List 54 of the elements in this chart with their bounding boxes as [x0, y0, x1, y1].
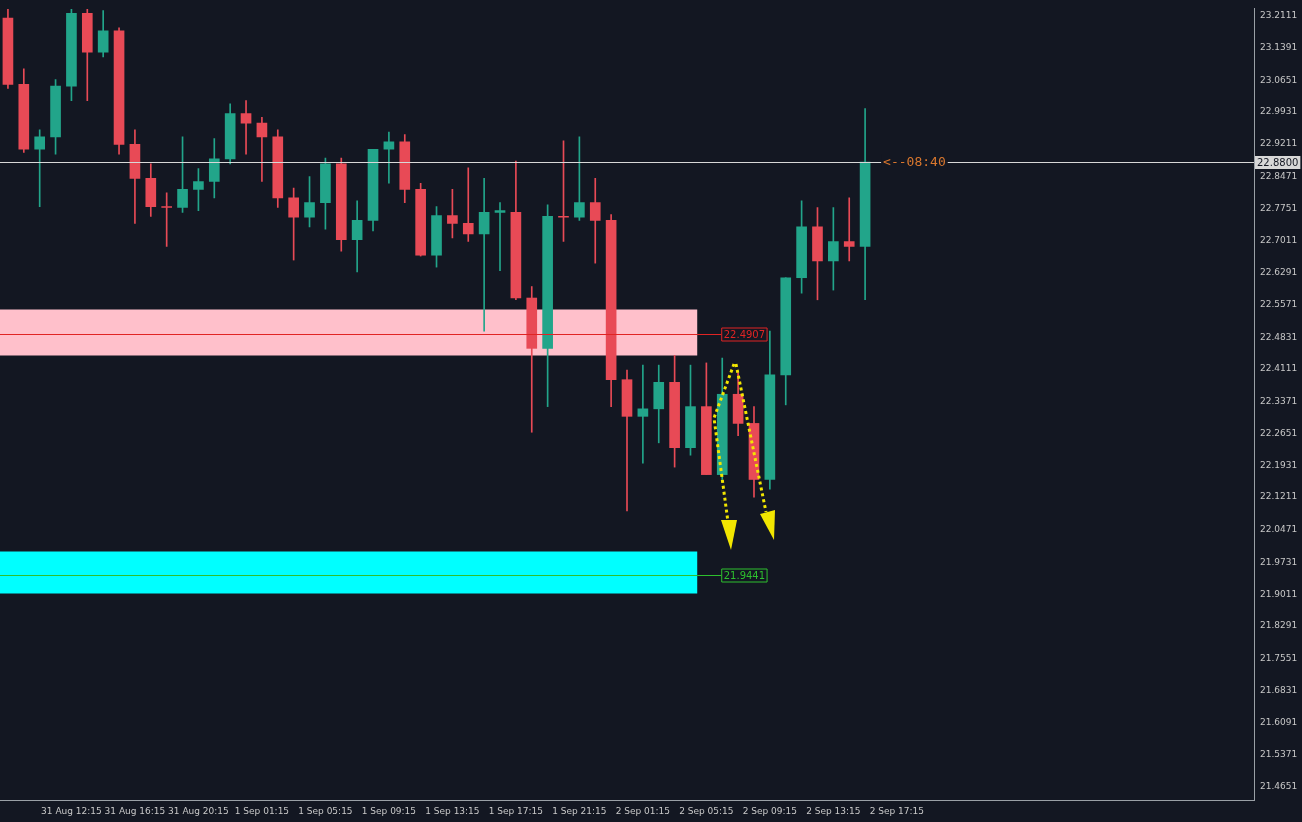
candlestick: [462, 167, 474, 242]
y-tick-label: 21.9011: [1260, 588, 1298, 599]
y-tick-label: 21.6091: [1260, 717, 1298, 728]
y-tick-label: 22.5571: [1260, 298, 1298, 309]
candlestick: [34, 129, 46, 207]
candlestick: [494, 202, 506, 271]
candlestick: [843, 197, 855, 262]
annotation: <--08:40: [883, 154, 946, 170]
candlestick: [383, 131, 395, 184]
candlestick: [589, 178, 601, 264]
x-tick-label: 1 Sep 09:15: [361, 805, 417, 816]
y-tick-label: 22.7011: [1260, 235, 1298, 246]
x-tick-label: 2 Sep 01:15: [615, 805, 671, 816]
x-tick-label: 1 Sep 17:15: [488, 805, 544, 816]
y-tick-label: 21.6831: [1260, 684, 1298, 695]
x-tick-label: 1 Sep 21:15: [552, 805, 607, 816]
x-tick-label: 2 Sep 13:15: [806, 805, 861, 816]
x-tick-label: 31 Aug 16:15: [104, 805, 166, 816]
ref-line-label: 22.4907: [723, 328, 766, 340]
x-tick-label: 2 Sep 09:15: [742, 805, 798, 816]
x-tick-label: 31 Aug 12:15: [41, 805, 102, 816]
x-tick-label: 1 Sep 05:15: [298, 805, 353, 816]
y-tick-label: 21.8291: [1260, 620, 1298, 631]
y-tick-label: 22.9211: [1260, 138, 1298, 149]
y-tick-label: 22.4831: [1260, 331, 1298, 342]
y-tick-label: 22.9931: [1260, 106, 1298, 117]
y-tick-label: 21.5371: [1260, 749, 1298, 760]
x-tick-label: 2 Sep 05:15: [679, 805, 734, 816]
x-tick-label: 1 Sep 13:15: [425, 805, 480, 816]
y-tick-label: 21.4651: [1260, 781, 1298, 792]
y-tick-label: 23.0651: [1260, 74, 1298, 85]
y-tick-label: 22.7751: [1260, 202, 1298, 213]
y-tick-label: 21.7551: [1260, 653, 1298, 664]
x-tick-label: 1 Sep 01:15: [234, 805, 290, 816]
x-tick-label: 31 Aug 20:15: [168, 805, 229, 816]
y-tick-label: 22.8471: [1260, 170, 1298, 181]
y-tick-label: 23.1391: [1260, 41, 1298, 52]
y-tick-label: 22.6291: [1260, 267, 1298, 278]
candlestick: [240, 100, 252, 155]
candlestick: [478, 178, 490, 332]
ref-line-label: 21.9441: [723, 569, 766, 581]
candlestick: [256, 117, 268, 182]
y-tick-label: 22.0471: [1260, 524, 1298, 535]
y-tick-label: 22.4111: [1260, 363, 1298, 374]
y-tick-label: 23.2111: [1260, 10, 1298, 21]
y-tick-label: 21.9731: [1260, 556, 1298, 567]
y-tick-label: 22.1211: [1260, 491, 1298, 502]
x-tick-label: 2 Sep 17:15: [869, 805, 925, 816]
candlestick: [161, 192, 172, 247]
y-tick-label: 22.1931: [1260, 459, 1298, 470]
candlestick: [637, 364, 649, 464]
ref-line-label: 22.8800: [1257, 156, 1299, 168]
y-tick-label: 22.2651: [1260, 427, 1298, 438]
y-tick-label: 22.3371: [1260, 396, 1298, 407]
